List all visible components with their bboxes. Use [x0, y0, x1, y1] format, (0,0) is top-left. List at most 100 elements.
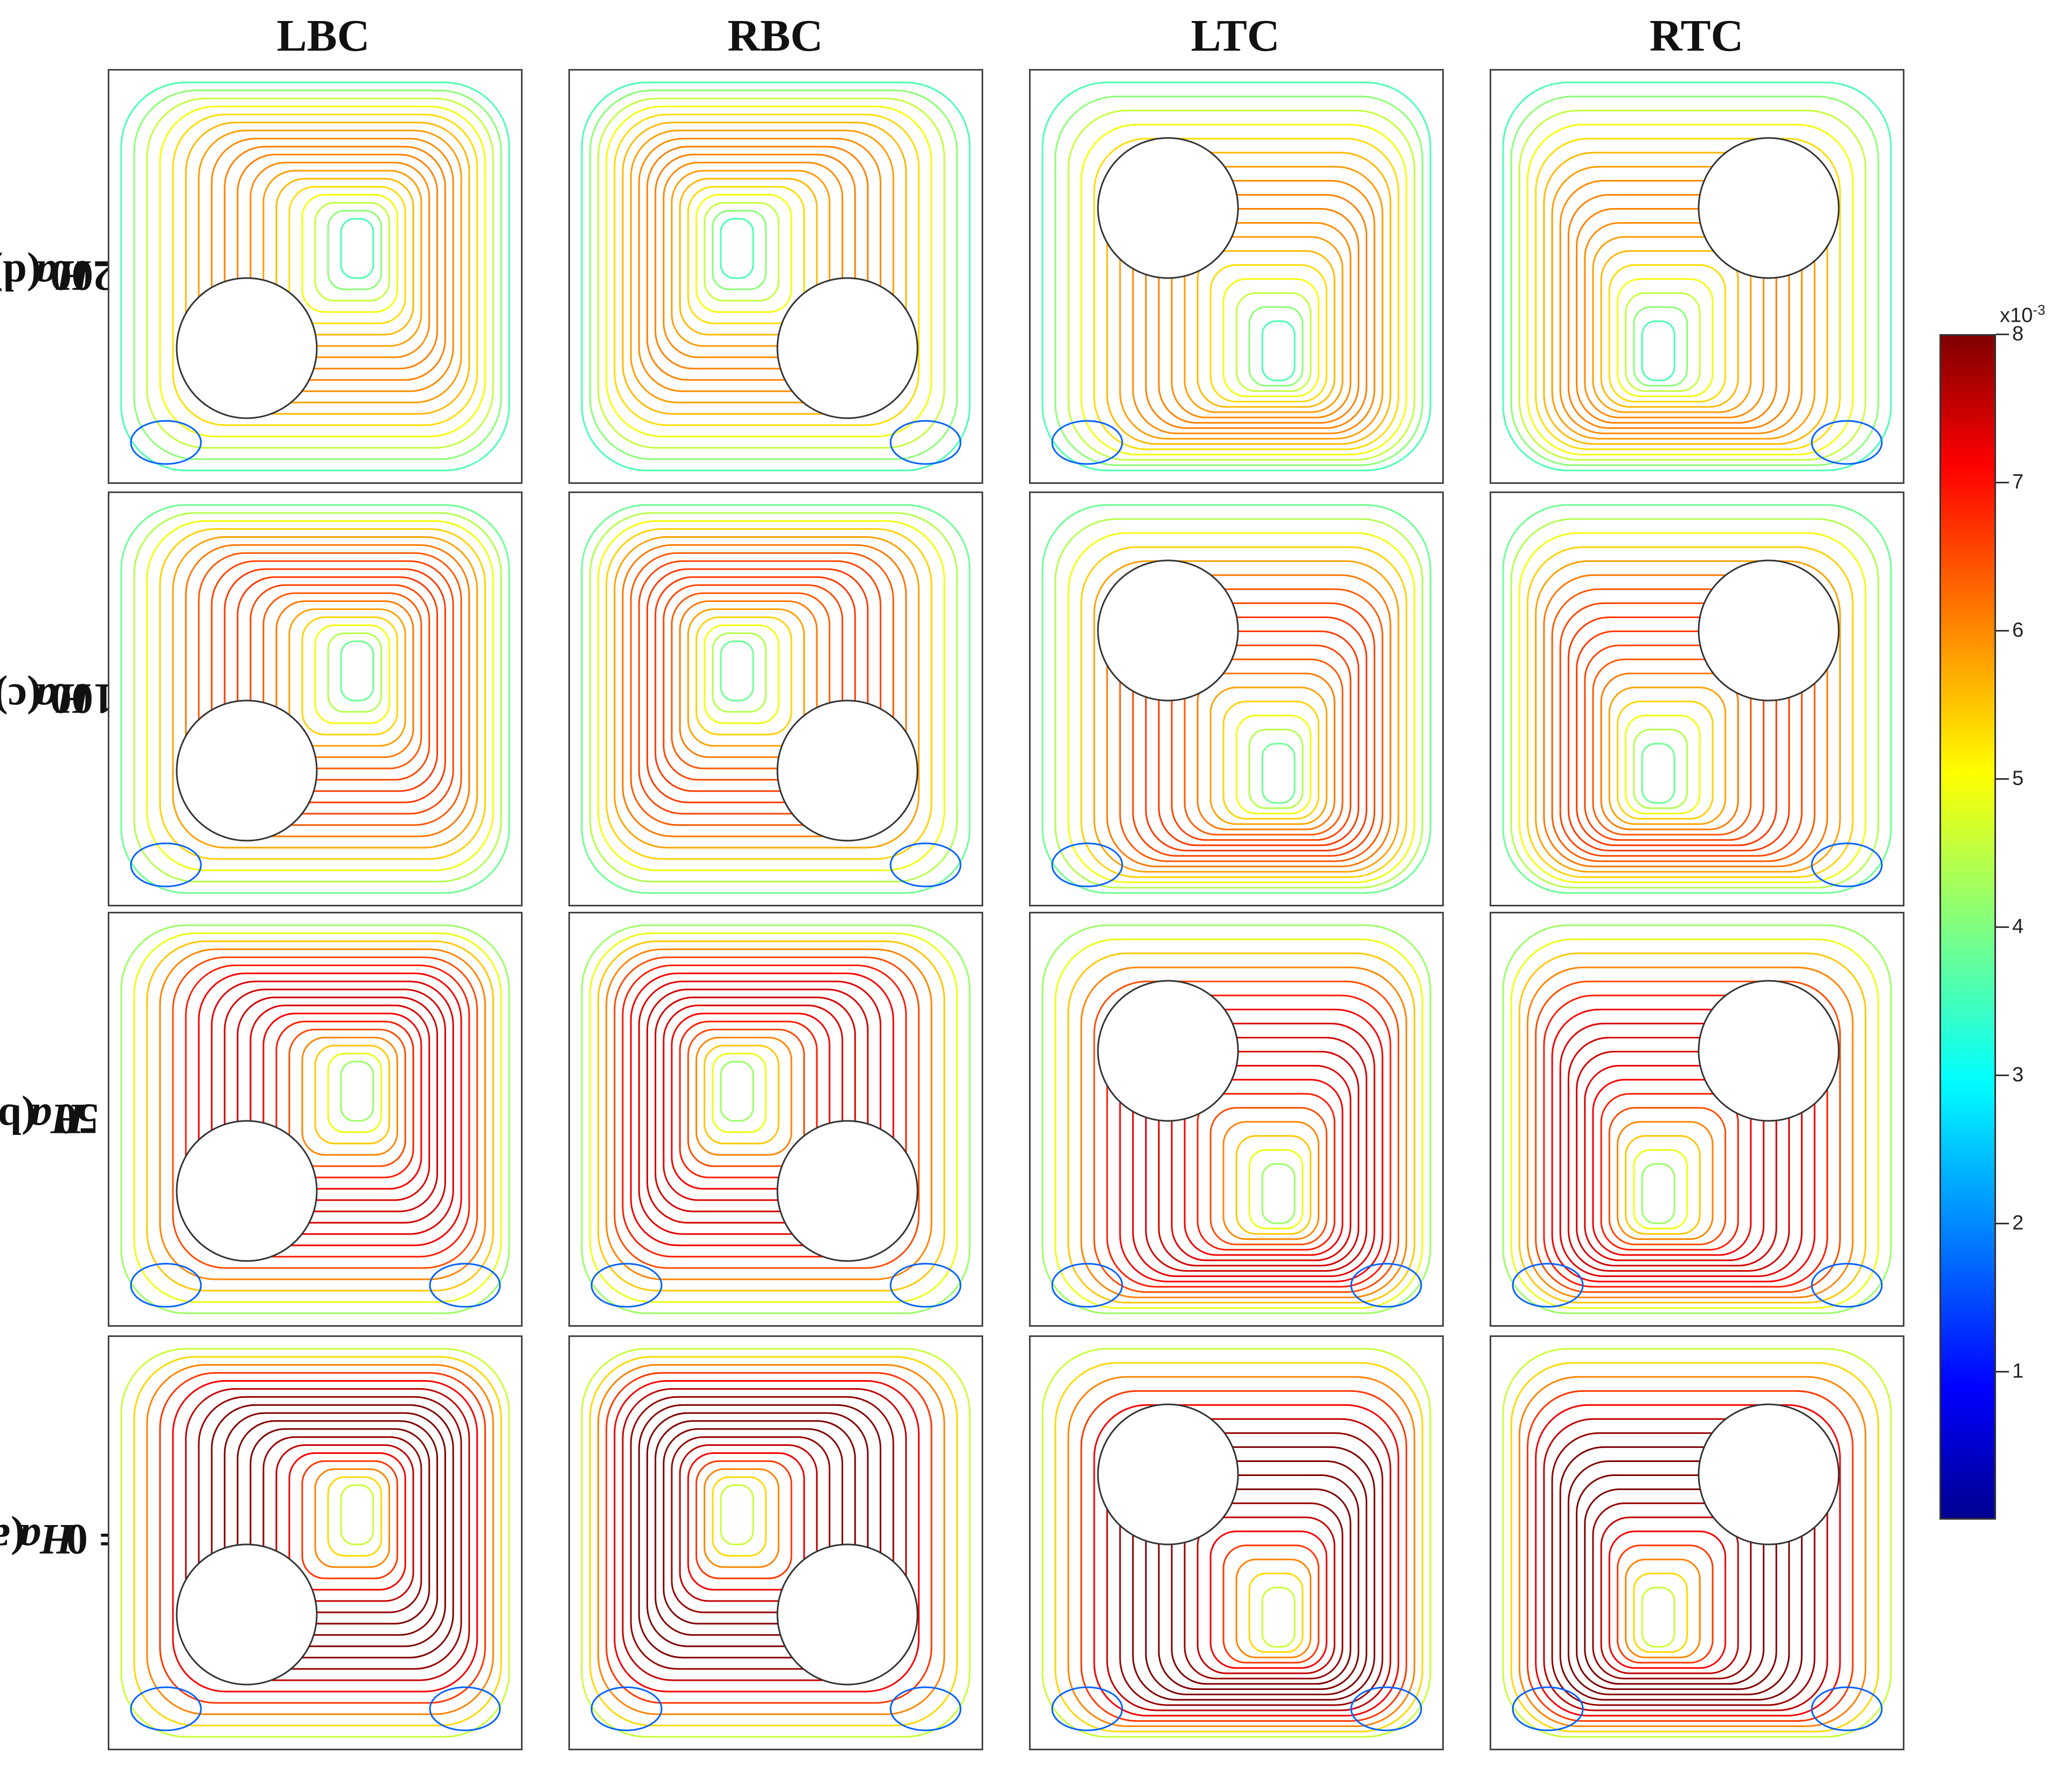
streamline: [671, 592, 831, 770]
streamline: [327, 210, 383, 290]
streamline: [1641, 1586, 1675, 1648]
corner-eddy: [1350, 1263, 1422, 1308]
streamline: [1132, 1022, 1375, 1277]
streamline: [262, 170, 422, 347]
streamline: [1633, 306, 1688, 387]
streamline: [1510, 518, 1879, 889]
streamline: [146, 1364, 494, 1715]
streamline: [120, 924, 510, 1314]
streamlines-drawing: [581, 1348, 971, 1738]
streamline: [1543, 151, 1828, 445]
streamline: [262, 1013, 422, 1190]
streamline: [1184, 1079, 1344, 1256]
streamline: [275, 178, 414, 336]
streamline: [1543, 574, 1828, 868]
corner-eddy: [130, 1263, 202, 1308]
streamline: [1600, 1093, 1739, 1251]
streamline-panel-d-ltc: [1029, 69, 1444, 484]
streamline: [638, 560, 881, 815]
cylinder: [1698, 1403, 1840, 1546]
colorbar-tick: [1996, 482, 2009, 483]
streamline-panel-c-lbc: [108, 491, 523, 906]
streamline: [1106, 151, 1392, 445]
streamline: [1235, 292, 1312, 392]
streamline: [1184, 659, 1344, 836]
corner-eddy: [889, 1686, 962, 1731]
streamline: [1235, 1558, 1312, 1659]
streamlines-drawing: [1502, 924, 1892, 1314]
streamline: [198, 972, 462, 1246]
streamline: [185, 964, 470, 1258]
streamline: [655, 576, 856, 792]
streamline: [638, 980, 881, 1235]
corner-eddy: [1512, 1263, 1584, 1308]
cylinder: [176, 277, 318, 419]
streamline-panel-b-rtc: [1490, 912, 1904, 1327]
streamline: [1145, 1460, 1367, 1695]
streamline: [1119, 588, 1383, 862]
colorbar-tick: [1996, 778, 2009, 780]
streamline: [275, 1021, 414, 1179]
streamline: [1054, 938, 1423, 1309]
streamline: [1235, 715, 1312, 815]
streamline: [224, 988, 446, 1224]
corner-eddy: [1811, 1263, 1883, 1308]
streamline: [606, 106, 933, 438]
streamline: [1527, 966, 1854, 1299]
streamline: [1248, 306, 1304, 387]
streamline: [1106, 574, 1392, 868]
corner-eddy: [590, 1263, 663, 1308]
streamline: [1184, 1502, 1344, 1680]
streamline: [622, 1388, 907, 1681]
streamline: [1067, 532, 1415, 883]
streamline: [327, 632, 383, 713]
streamline: [146, 940, 494, 1292]
streamline: [1067, 109, 1415, 461]
streamline: [630, 1396, 894, 1670]
corner-eddy: [1811, 842, 1883, 888]
streamline: [288, 186, 406, 324]
streamline: [712, 1052, 767, 1133]
streamline: [1158, 1474, 1360, 1690]
streamlines-drawing: [120, 1348, 510, 1738]
streamline: [1145, 194, 1367, 429]
streamline: [314, 1044, 391, 1145]
corner-eddy: [1051, 842, 1123, 888]
streamlines-drawing: [581, 924, 971, 1314]
streamline: [1518, 952, 1867, 1304]
colorbar-tick-label: 2: [2012, 1211, 2024, 1235]
streamline: [1535, 1404, 1841, 1717]
cylinder: [176, 1120, 318, 1262]
streamline: [1502, 81, 1892, 472]
streamline: [1209, 264, 1327, 403]
streamline: [1567, 1037, 1790, 1272]
streamline: [1158, 630, 1360, 847]
streamline: [211, 1404, 454, 1659]
streamline: [1145, 1037, 1367, 1272]
streamline: [249, 584, 430, 781]
streamline: [581, 504, 971, 894]
streamline: [1209, 1530, 1327, 1669]
streamline: [687, 608, 805, 747]
streamline: [1535, 980, 1841, 1293]
streamline: [1093, 980, 1400, 1293]
streamline: [1502, 504, 1892, 894]
streamlines-drawing: [1041, 924, 1431, 1314]
streamline: [687, 186, 805, 324]
streamline: [1625, 1135, 1701, 1235]
colorbar-tick-label: 1: [2012, 1360, 2024, 1383]
streamline-panel-c-rbc: [568, 491, 983, 906]
streamline: [679, 1021, 818, 1179]
streamline: [606, 948, 933, 1280]
streamline: [704, 624, 780, 724]
streamline: [1600, 673, 1739, 830]
streamline: [1551, 1432, 1816, 1706]
streamline: [1518, 109, 1867, 461]
streamline: [1222, 278, 1319, 397]
streamline: [237, 996, 439, 1212]
streamline: [1080, 966, 1407, 1299]
streamline: [1502, 1348, 1892, 1738]
streamline: [133, 1356, 502, 1727]
column-header-ltc: LTC: [1191, 11, 1280, 61]
corner-eddy: [130, 1686, 202, 1731]
